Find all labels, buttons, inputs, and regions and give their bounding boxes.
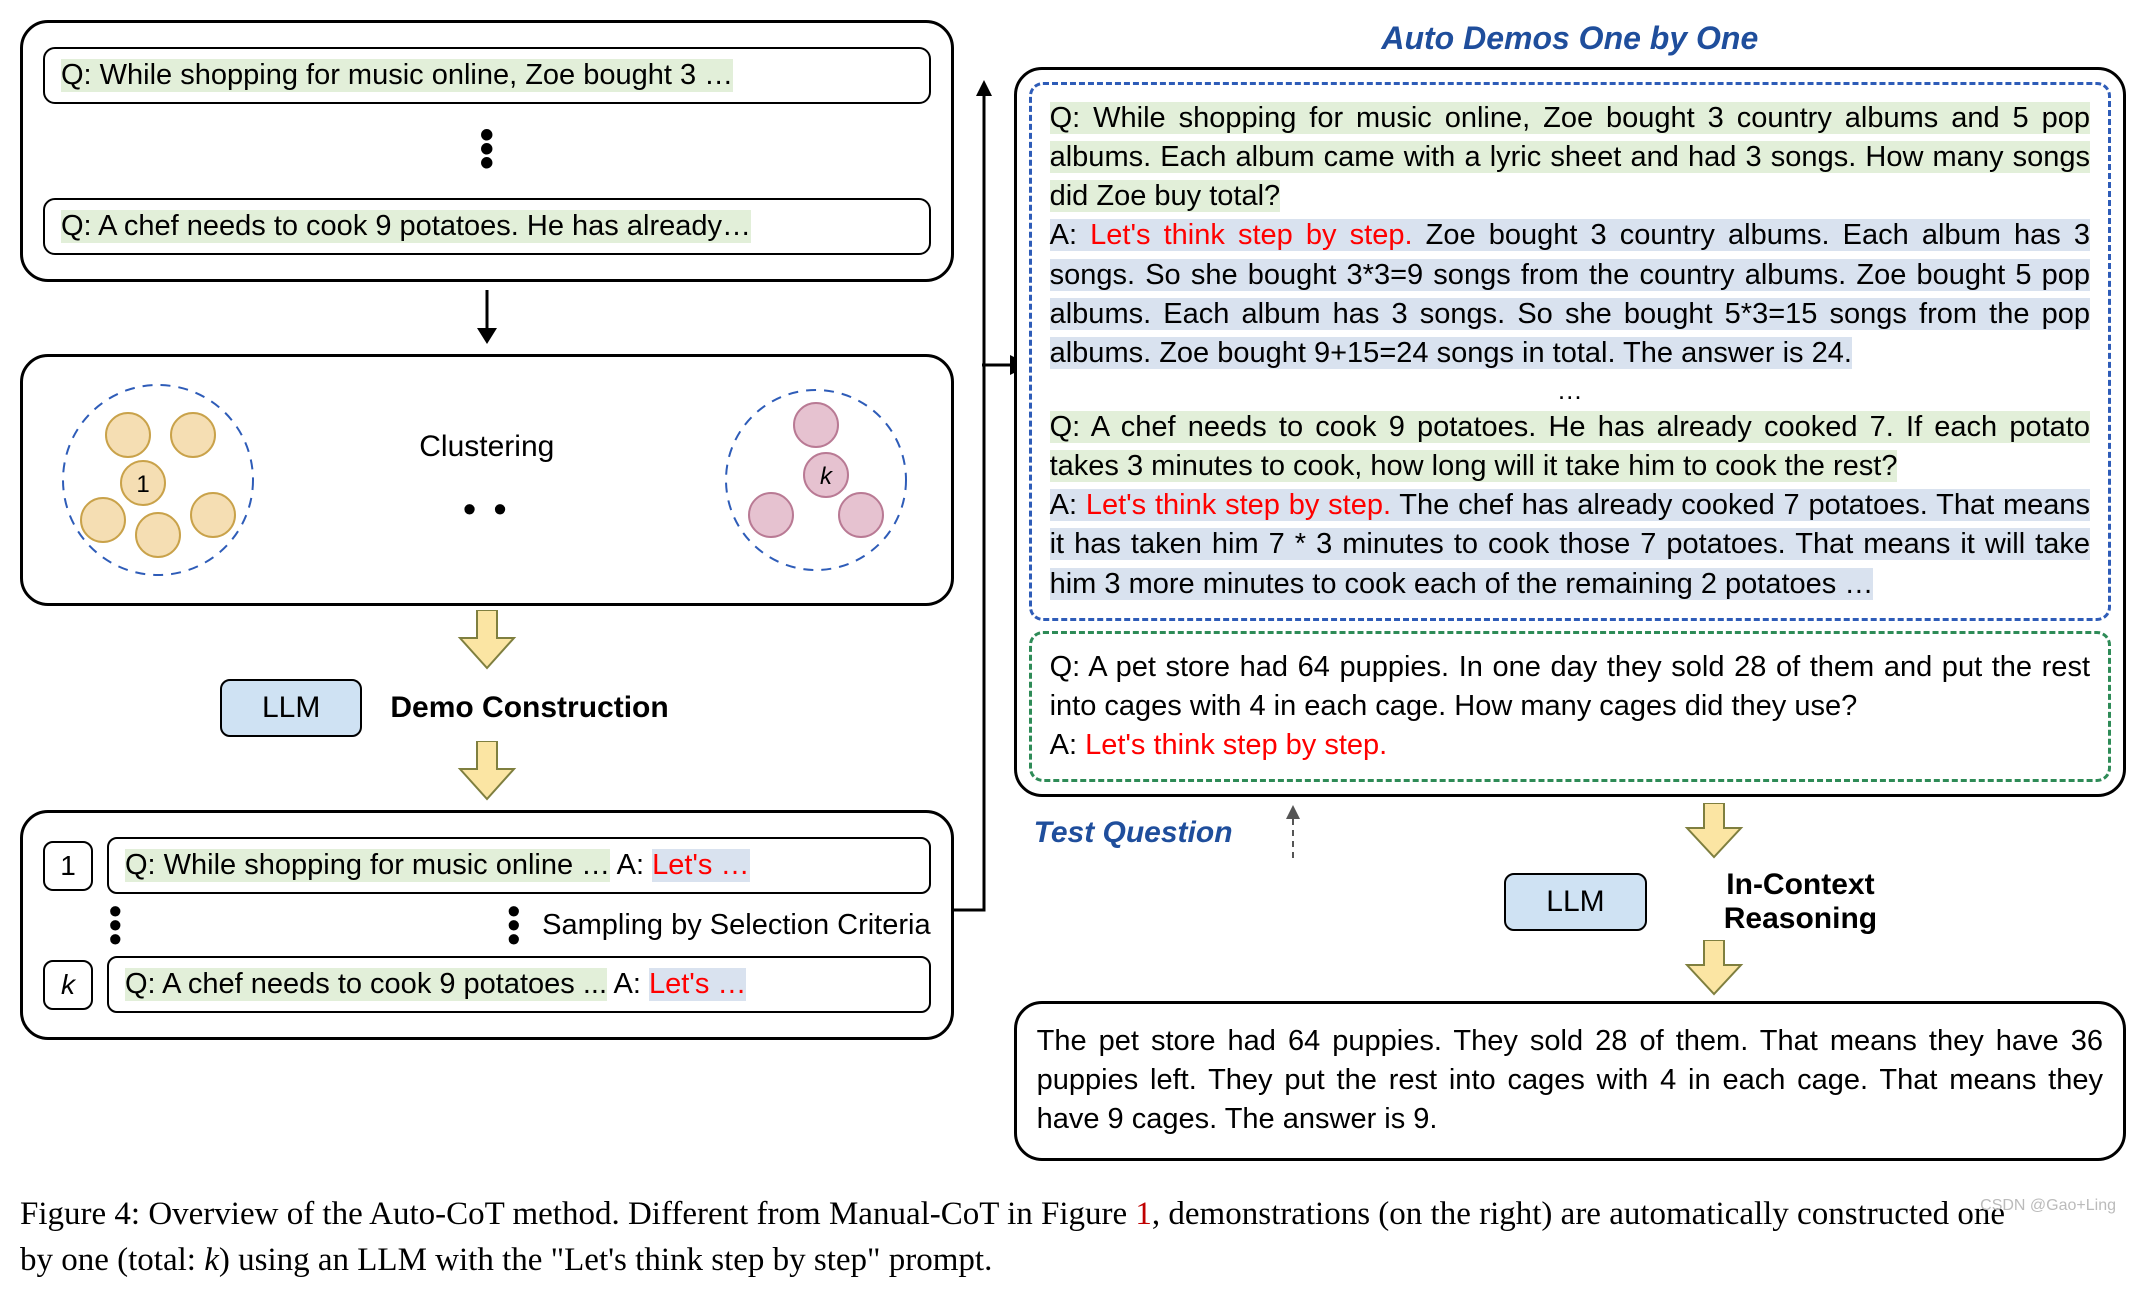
demo-k-a-prefix: A: (607, 968, 649, 1001)
fat-arrow-icon (1679, 803, 1749, 859)
demos-box: 1 Q: While shopping for music online … A… (20, 810, 954, 1040)
llm-box-right: LLM (1504, 873, 1646, 931)
cluster-k-icon: k (701, 375, 931, 585)
arrow-down-1 (20, 290, 954, 346)
auto-demos-region: Q: While shopping for music online, Zoe … (1029, 82, 2111, 621)
demo-row-k: k Q: A chef needs to cook 9 potatoes ...… (43, 956, 931, 1013)
cluster-1-label: 1 (136, 471, 149, 498)
demo-k-content: Q: A chef needs to cook 9 potatoes ... A… (107, 956, 931, 1013)
demo-1-a-red: Let's … (652, 849, 749, 882)
question-1-text: Q: While shopping for music online, Zoe … (61, 59, 733, 92)
fat-arrow-2 (20, 741, 954, 806)
question-row-2: Q: A chef needs to cook 9 potatoes. He h… (43, 198, 931, 255)
llm-box-left: LLM (220, 679, 362, 737)
question-2-text: Q: A chef needs to cook 9 potatoes. He h… (61, 210, 751, 243)
output-text: The pet store had 64 puppies. They sold … (1037, 1022, 2103, 1139)
demo-construction-label: Demo Construction (390, 691, 668, 725)
diagram-container: Q: While shopping for music online, Zoe … (20, 20, 2126, 1161)
test-question-label: Test Question (1034, 816, 1233, 850)
prompt-box: Q: While shopping for music online, Zoe … (1014, 67, 2126, 797)
demo-1-content: Q: While shopping for music online … A: … (107, 837, 931, 894)
demo-k-a-red: Let's … (649, 968, 746, 1001)
dots-left: ••• (109, 904, 122, 946)
test-q: Q: A pet store had 64 puppies. In one da… (1050, 648, 2090, 726)
dots-mid: ••• (508, 904, 521, 946)
vertical-ellipsis: ••• (43, 110, 931, 192)
demo-1-q: Q: While shopping for music online … (125, 849, 610, 882)
fat-arrow-1 (20, 610, 954, 675)
dashed-up-arrow-icon (1243, 803, 1303, 863)
demo-separator: … (1050, 373, 2090, 408)
sampling-row: ••• ••• Sampling by Selection Criteria (109, 904, 931, 946)
figure-caption: Figure 4: Overview of the Auto-CoT metho… (20, 1191, 2020, 1283)
fat-arrow-icon (452, 610, 522, 670)
cluster-k-label: k (820, 463, 834, 490)
demo-1-a-prefix: A: (610, 849, 652, 882)
cluster-1-icon: 1 (43, 375, 273, 585)
llm-demo-row: LLM Demo Construction (220, 679, 954, 737)
caption-ref: 1 (1135, 1196, 1152, 1232)
right-column: Auto Demos One by One Q: While shopping … (1014, 20, 2126, 1161)
demo-row-1: 1 Q: While shopping for music online … A… (43, 837, 931, 894)
caption-k: k (204, 1242, 219, 1278)
clustering-mid: Clustering • • (419, 430, 554, 530)
arrow-icon (467, 290, 507, 346)
llm-incontext-row: LLM In-Context Reasoning (1504, 868, 1924, 936)
demo2-q: Q: A chef needs to cook 9 potatoes. He h… (1050, 408, 2090, 486)
clustering-label: Clustering (419, 430, 554, 464)
demo1-q: Q: While shopping for music online, Zoe … (1050, 99, 2090, 216)
output-box: The pet store had 64 puppies. They sold … (1014, 1001, 2126, 1160)
auto-demos-title: Auto Demos One by One (1014, 20, 2126, 57)
caption-suffix: ) using an LLM with the "Let's think ste… (219, 1242, 992, 1278)
horizontal-ellipsis: • • (463, 488, 510, 530)
demo-k-q: Q: A chef needs to cook 9 potatoes ... (125, 968, 607, 1001)
clustering-box: 1 Clustering • • k (20, 354, 954, 606)
test-a: A: Let's think step by step. (1050, 726, 2090, 765)
demo-1-id: 1 (43, 841, 93, 891)
questions-pool-box: Q: While shopping for music online, Zoe … (20, 20, 954, 282)
demo-k-id: k (43, 960, 93, 1010)
in-context-label: In-Context Reasoning (1677, 868, 1925, 936)
sampling-label: Sampling by Selection Criteria (542, 909, 930, 942)
demo2-a: A: Let's think step by step. The chef ha… (1050, 486, 2090, 603)
test-question-region: Q: A pet store had 64 puppies. In one da… (1029, 631, 2111, 782)
fat-arrow-icon (452, 741, 522, 801)
demo1-a: A: Let's think step by step. Zoe bought … (1050, 216, 2090, 373)
test-question-pointer: Test Question (1034, 803, 1303, 863)
question-row-1: Q: While shopping for music online, Zoe … (43, 47, 931, 104)
fat-arrow-icon (1679, 940, 1749, 996)
caption-prefix: Figure 4: Overview of the Auto-CoT metho… (20, 1196, 1135, 1232)
left-column: Q: While shopping for music online, Zoe … (20, 20, 954, 1040)
watermark: CSDN @Gao+Ling (1980, 1197, 2116, 1215)
